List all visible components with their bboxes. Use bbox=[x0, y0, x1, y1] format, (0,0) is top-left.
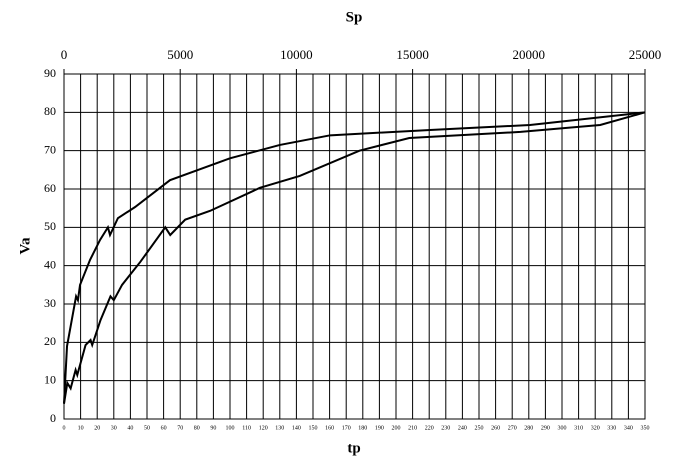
x-tick-label: 310 bbox=[574, 425, 583, 431]
x-tick-label: 260 bbox=[491, 425, 500, 431]
x-tick-label: 80 bbox=[194, 425, 200, 431]
x-tick-label: 50 bbox=[144, 425, 150, 431]
y-tick-label: 30 bbox=[44, 296, 56, 310]
x-tick-label: 100 bbox=[226, 425, 235, 431]
x-tick-label: 250 bbox=[475, 425, 484, 431]
x-tick-label: 0 bbox=[63, 425, 66, 431]
x2-tick-label: 25000 bbox=[629, 47, 662, 62]
series-line bbox=[63, 111, 646, 404]
y-tick-label: 80 bbox=[44, 104, 56, 118]
x-tick-label: 150 bbox=[309, 425, 318, 431]
x-tick-label: 220 bbox=[425, 425, 434, 431]
series-line bbox=[63, 111, 646, 404]
x-tick-label: 160 bbox=[325, 425, 334, 431]
y-tick-label: 20 bbox=[44, 334, 56, 348]
x-tick-label: 290 bbox=[541, 425, 550, 431]
y-tick-label: 70 bbox=[44, 142, 56, 156]
x-tick-label: 320 bbox=[591, 425, 600, 431]
x-tick-label: 40 bbox=[127, 425, 133, 431]
y-tick-label: 0 bbox=[50, 411, 56, 425]
x-tick-label: 110 bbox=[242, 425, 251, 431]
x-tick-label: 60 bbox=[161, 425, 167, 431]
x2-tick-label: 5000 bbox=[167, 47, 193, 62]
y-tick-label: 60 bbox=[44, 181, 56, 195]
x-tick-label: 350 bbox=[641, 425, 650, 431]
x-tick-label: 30 bbox=[111, 425, 117, 431]
x-tick-label: 180 bbox=[358, 425, 367, 431]
x-tick-label: 120 bbox=[259, 425, 268, 431]
x-tick-label: 210 bbox=[408, 425, 417, 431]
x-tick-label: 340 bbox=[624, 425, 633, 431]
x-tick-label: 20 bbox=[94, 425, 100, 431]
x-tick-label: 190 bbox=[375, 425, 384, 431]
x2-tick-label: 15000 bbox=[396, 47, 429, 62]
x-tick-label: 280 bbox=[524, 425, 533, 431]
x-tick-label: 300 bbox=[558, 425, 567, 431]
x-tick-label: 170 bbox=[342, 425, 351, 431]
x-tick-label: 270 bbox=[508, 425, 517, 431]
x2-tick-label: 10000 bbox=[280, 47, 313, 62]
y-tick-label: 90 bbox=[44, 66, 56, 80]
x-tick-label: 240 bbox=[458, 425, 467, 431]
y-tick-label: 40 bbox=[44, 257, 56, 271]
x-tick-label: 330 bbox=[607, 425, 616, 431]
x-tick-label: 200 bbox=[392, 425, 401, 431]
x-tick-label: 90 bbox=[210, 425, 216, 431]
x2-tick-label: 0 bbox=[61, 47, 68, 62]
y-tick-label: 10 bbox=[44, 372, 56, 386]
x-tick-label: 140 bbox=[292, 425, 301, 431]
x-tick-label: 130 bbox=[275, 425, 284, 431]
x-tick-label: 10 bbox=[78, 425, 84, 431]
x-axis-title: tp bbox=[347, 440, 360, 456]
y-tick-label: 50 bbox=[44, 219, 56, 233]
x-tick-label: 230 bbox=[441, 425, 450, 431]
x2-axis-title: Sp bbox=[346, 9, 363, 25]
x2-tick-label: 20000 bbox=[513, 47, 546, 62]
y-axis-title: Va bbox=[17, 237, 33, 254]
x-tick-label: 70 bbox=[177, 425, 183, 431]
